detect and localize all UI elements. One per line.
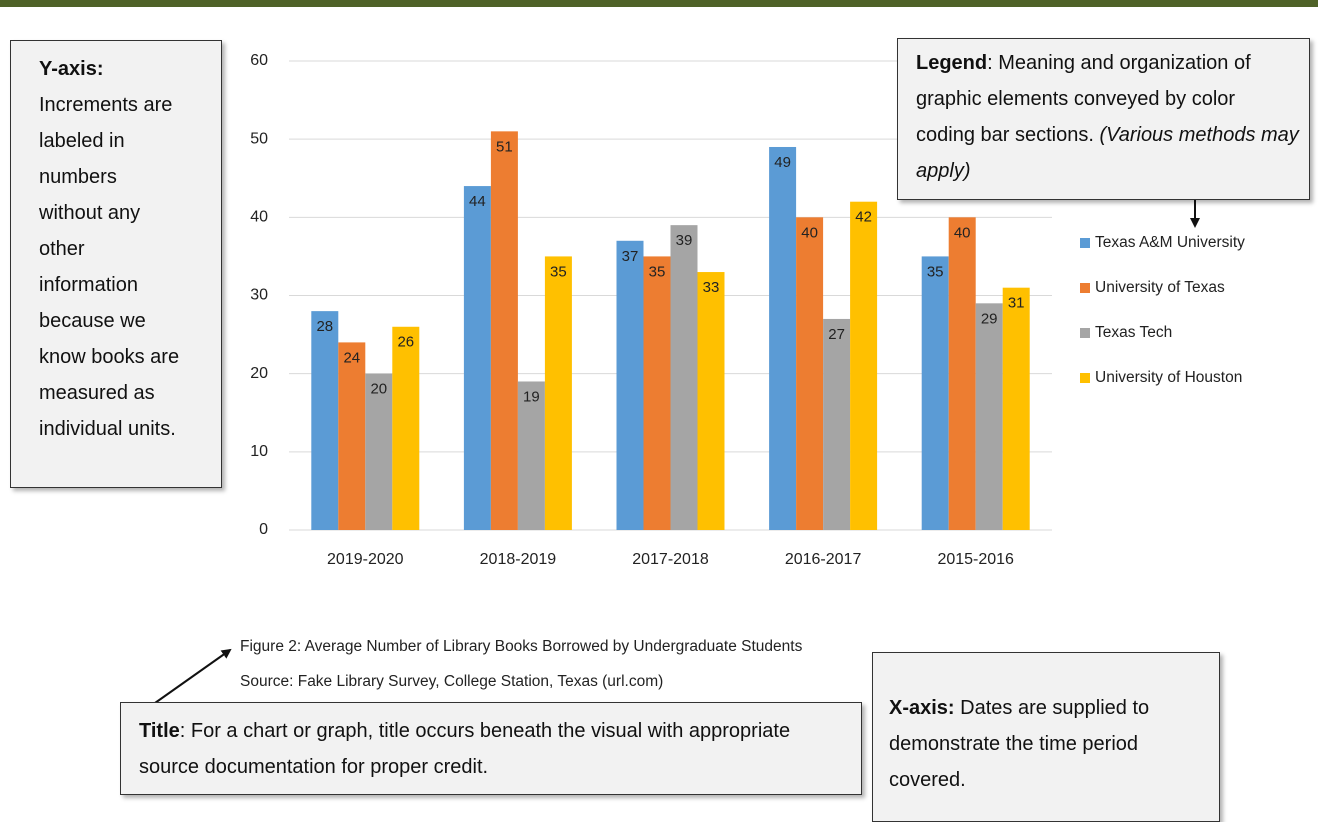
bar: [850, 201, 878, 530]
data-label: 42: [855, 209, 872, 226]
chart-source: Source: Fake Library Survey, College Sta…: [240, 673, 664, 690]
bar: [517, 381, 545, 530]
x-tick-label: 2017-2018: [632, 551, 709, 568]
bar: [392, 326, 420, 530]
bar: [948, 217, 976, 531]
note-text: : For a chart or graph, title occurs ben…: [139, 720, 791, 778]
bar: [463, 186, 491, 531]
legend-label: Texas A&M University: [1095, 234, 1245, 251]
data-label: 51: [496, 138, 513, 155]
legend-swatch: [1080, 373, 1090, 383]
y-tick-label: 10: [250, 443, 268, 460]
x-axis-note: X-axis: Dates are supplied to demonstrat…: [872, 652, 1220, 822]
legend-swatch: [1080, 328, 1090, 338]
y-tick-label: 50: [250, 130, 268, 147]
top-bar: [0, 0, 1318, 7]
data-label: 44: [469, 193, 486, 210]
data-label: 39: [676, 232, 693, 249]
note-label: Title: [139, 720, 180, 742]
y-tick-label: 0: [259, 521, 268, 538]
data-label: 35: [649, 263, 666, 280]
y-tick-label: 40: [250, 209, 268, 226]
x-tick-label: 2016-2017: [785, 551, 862, 568]
title-arrow: [154, 648, 232, 704]
data-label: 29: [981, 310, 998, 327]
data-label: 26: [397, 334, 414, 351]
legend-label: Texas Tech: [1095, 324, 1172, 341]
note-italic: (Various methods may apply): [916, 124, 1299, 182]
title-note: Title: For a chart or graph, title occur…: [120, 702, 862, 795]
data-label: 20: [370, 381, 387, 398]
data-label: 31: [1008, 295, 1025, 312]
bar: [1002, 287, 1030, 530]
legend-label: University of Texas: [1095, 279, 1225, 296]
plot: 0 10 20 30 40 50 60 2019-2020 28 24 20 26 2018-2019 4…: [250, 52, 1245, 568]
note-label: Y-axis:: [39, 58, 104, 80]
bar: [544, 256, 572, 530]
note-text: Dates are supplied to demonstrate the ti…: [889, 697, 1150, 791]
y-axis-note: Y-axis: Increments are labeled in number…: [10, 40, 222, 488]
legend-swatch: [1080, 238, 1090, 248]
bar: [975, 303, 1003, 530]
data-label: 35: [550, 263, 567, 280]
note-text: : Meaning and organization of graphic el…: [916, 52, 1251, 146]
bar: [338, 342, 366, 530]
legend-label: University of Houston: [1095, 369, 1242, 386]
y-tick-label: 60: [250, 52, 268, 69]
y-tick-label: 30: [250, 287, 268, 304]
note-text: Increments are labeled in numbers withou…: [39, 94, 180, 440]
x-tick-label: 2015-2016: [937, 551, 1014, 568]
bar: [643, 256, 671, 530]
y-tick-label: 20: [250, 365, 268, 382]
legend-swatch: [1080, 283, 1090, 293]
bar: [921, 256, 949, 530]
data-label: 33: [703, 279, 720, 296]
bar: [796, 217, 824, 531]
data-label: 40: [954, 224, 971, 241]
bar: [769, 146, 797, 530]
data-label: 19: [523, 388, 540, 405]
data-label: 27: [828, 326, 845, 343]
bar: [823, 318, 851, 530]
data-label: 40: [801, 224, 818, 241]
bar: [616, 240, 644, 531]
legend-note: Legend: Meaning and organization of grap…: [897, 38, 1310, 200]
bar: [311, 311, 339, 530]
x-tick-label: 2018-2019: [480, 551, 557, 568]
x-tick-label: 2019-2020: [327, 551, 404, 568]
bar: [490, 131, 518, 530]
data-label: 24: [343, 349, 360, 366]
chart-title: Figure 2: Average Number of Library Book…: [240, 638, 803, 655]
bar: [365, 373, 393, 530]
note-label: X-axis:: [889, 697, 955, 719]
bar: [697, 272, 725, 530]
data-label: 49: [774, 154, 791, 171]
bar: [670, 225, 698, 530]
data-label: 35: [927, 263, 944, 280]
data-label: 28: [316, 318, 333, 335]
note-label: Legend: [916, 52, 988, 74]
data-label: 37: [622, 248, 639, 265]
